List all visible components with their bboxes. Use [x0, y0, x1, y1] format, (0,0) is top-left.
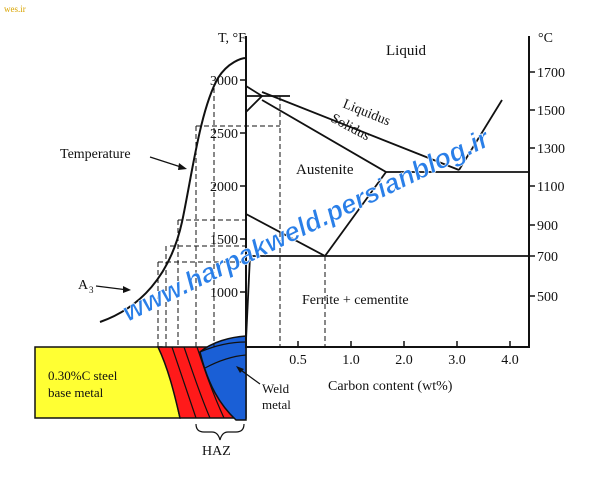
x-tick-label: 1.0: [342, 353, 360, 368]
right-tick-label: 700: [537, 250, 558, 265]
right-tick-label: 1300: [537, 142, 565, 157]
temperature-curve-label: Temperature: [60, 147, 131, 162]
solidus-line: [261, 99, 387, 173]
diagram-frame: [245, 36, 530, 348]
temperature-label-arrowhead: [178, 163, 187, 170]
a3-label: A: [78, 278, 89, 293]
weld-label-line1: Weld: [262, 381, 290, 396]
right-tick-label: 900: [537, 219, 558, 234]
liquid-label: Liquid: [386, 43, 426, 59]
weld-specimen: 0.30%C steel base metal Weld metal HAZ: [34, 335, 291, 459]
left-axis-ticks: [240, 79, 246, 293]
dashed-vertical-guides: [157, 88, 215, 347]
temperature-profile: Temperature A 3: [60, 57, 247, 323]
weld-fusion-line: [204, 354, 247, 369]
left-axis-title: T, °F: [218, 31, 246, 46]
a3-label-arrowhead: [123, 286, 131, 293]
left-tick-label: 3000: [210, 74, 238, 89]
x-axis-ticks: [297, 341, 511, 347]
temperature-label-arrow: [149, 156, 185, 169]
haz-brace: [195, 423, 245, 441]
x-tick-label: 3.0: [448, 353, 466, 368]
phase-boundaries: [245, 84, 529, 341]
x-tick-label: 2.0: [395, 353, 413, 368]
liquidus-line: [261, 91, 460, 171]
base-metal-label-line2: base metal: [48, 385, 104, 400]
haz-band-line: [171, 346, 197, 419]
peritectic-region: [245, 84, 264, 115]
corner-mark: wes.ir: [4, 4, 26, 14]
base-metal-label-line1: 0.30%C steel: [48, 368, 118, 383]
x-tick-label: 4.0: [501, 353, 519, 368]
haz-label: HAZ: [202, 444, 231, 459]
right-axis-title: °C: [538, 31, 553, 46]
right-tick-label: 500: [537, 290, 558, 305]
liquidus-hypereutectic-line: [458, 99, 503, 171]
right-tick-label: 1500: [537, 104, 565, 119]
ferrite-cementite-label: Ferrite + cementite: [302, 293, 409, 308]
austenite-label: Austenite: [296, 162, 354, 178]
left-tick-label: 1000: [210, 286, 238, 301]
a3-subscript: 3: [89, 285, 94, 295]
weld-label-line2: metal: [262, 397, 291, 412]
haz-band-line: [183, 346, 211, 419]
dashed-horizontal-guides: [158, 96, 326, 347]
weld-fusion-line: [199, 341, 247, 353]
left-tick-label: 2000: [210, 180, 238, 195]
acm-line: [324, 171, 387, 257]
left-tick-label: 2500: [210, 127, 238, 142]
x-tick-label: 0.5: [289, 353, 307, 368]
temperature-curve: [99, 57, 247, 323]
right-tick-label: 1100: [537, 180, 564, 195]
weld-label-arrowhead: [236, 366, 244, 373]
a3-label-arrow: [95, 285, 129, 291]
left-tick-label: 1500: [210, 233, 238, 248]
a3-line: [245, 213, 326, 257]
right-axis-ticks: [529, 71, 535, 297]
right-tick-label: 1700: [537, 66, 565, 81]
phase-diagram: T, °F 3000 2500 2000 1500 1000 °C 1700 1…: [210, 31, 565, 394]
ferrite-solvus-line: [245, 255, 251, 341]
x-axis-title: Carbon content (wt%): [328, 379, 453, 394]
